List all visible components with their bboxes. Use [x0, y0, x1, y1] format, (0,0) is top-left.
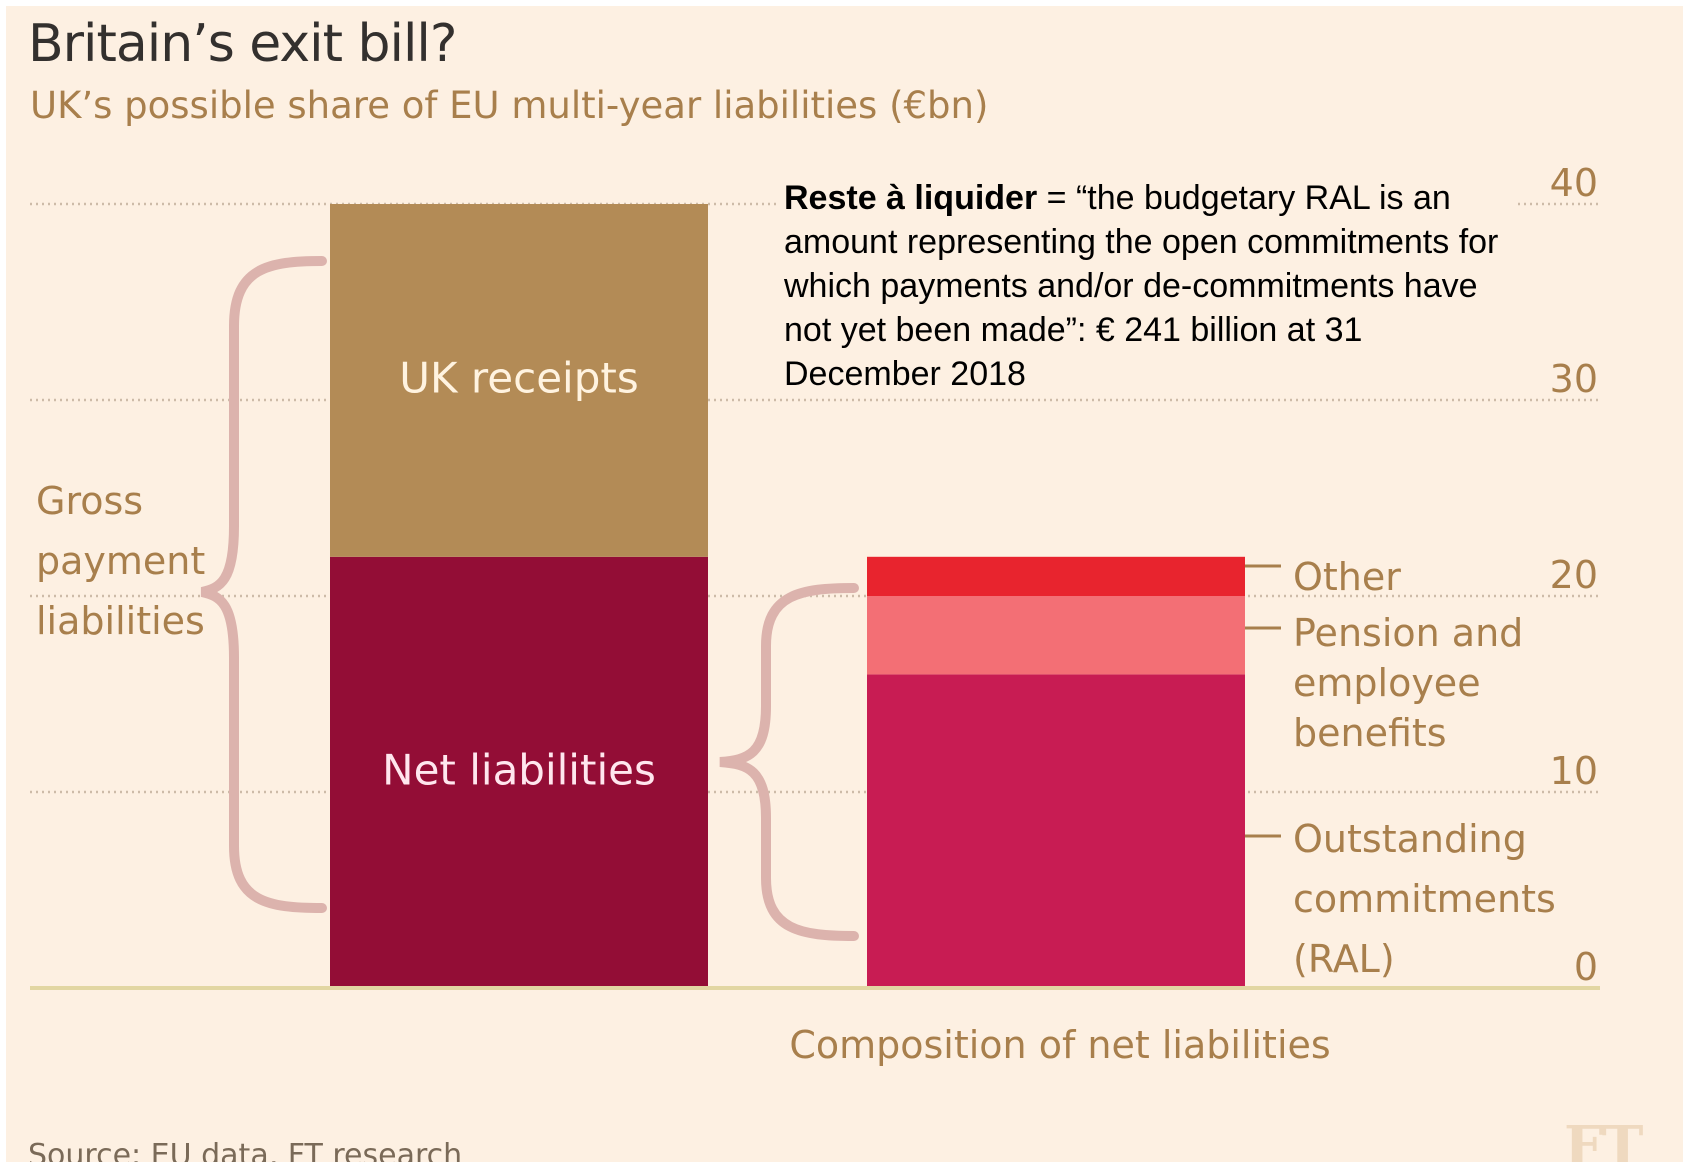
annotation-bold-term: Reste à liquider: [784, 179, 1038, 217]
gross-liabilities-brace: [200, 256, 327, 913]
chart-title: Britain’s exit bill?: [28, 14, 457, 74]
gross-label-line-2: payment: [36, 539, 205, 583]
pension-label-line-2: employee: [1293, 661, 1481, 705]
ral-label-line-1: Outstanding: [1293, 817, 1527, 861]
bar-1-segment-2: [330, 204, 708, 557]
bar-2-segment-3: [867, 556, 1245, 596]
source-note: Source: EU data, FT research: [28, 1138, 463, 1162]
y-tick-30: 30: [1550, 357, 1598, 401]
chart-panel: Britain’s exit bill? UK’s possible share…: [6, 6, 1683, 1162]
reste-a-liquider-annotation: Reste à liquider = “the budgetary RAL is…: [780, 176, 1518, 396]
pension-label-line-3: benefits: [1293, 711, 1447, 755]
chart-svg: Net liabilities UK receipts 0 10 20 30 40 Gross…: [30, 156, 1603, 1067]
bar-1-segment-1: [330, 556, 708, 988]
other-label-line-1: Other: [1293, 555, 1401, 599]
chart-subtitle: UK’s possible share of EU multi-year lia…: [30, 84, 989, 127]
uk-receipts-label: UK receipts: [399, 353, 638, 402]
composition-x-label: Composition of net liabilities: [789, 1023, 1330, 1067]
bar-2-segment-1: [867, 674, 1245, 988]
y-tick-10: 10: [1550, 749, 1598, 793]
gross-label-line-1: Gross: [36, 479, 143, 523]
y-tick-0: 0: [1574, 945, 1598, 989]
ft-logo: FT: [1564, 1114, 1643, 1162]
y-tick-20: 20: [1550, 553, 1598, 597]
y-tick-40: 40: [1550, 161, 1598, 205]
ral-label-line-2: commitments: [1293, 877, 1556, 921]
annotation-text: = “the budgetary RAL is an amount repres…: [784, 179, 1499, 393]
net-liabilities-label: Net liabilities: [382, 745, 656, 794]
bar-2-segment-2: [867, 596, 1245, 675]
ral-label-line-3: (RAL): [1293, 937, 1395, 981]
pension-label-line-1: Pension and: [1293, 611, 1523, 655]
gross-label-line-3: liabilities: [36, 599, 205, 643]
net-composition-brace: [719, 583, 859, 941]
